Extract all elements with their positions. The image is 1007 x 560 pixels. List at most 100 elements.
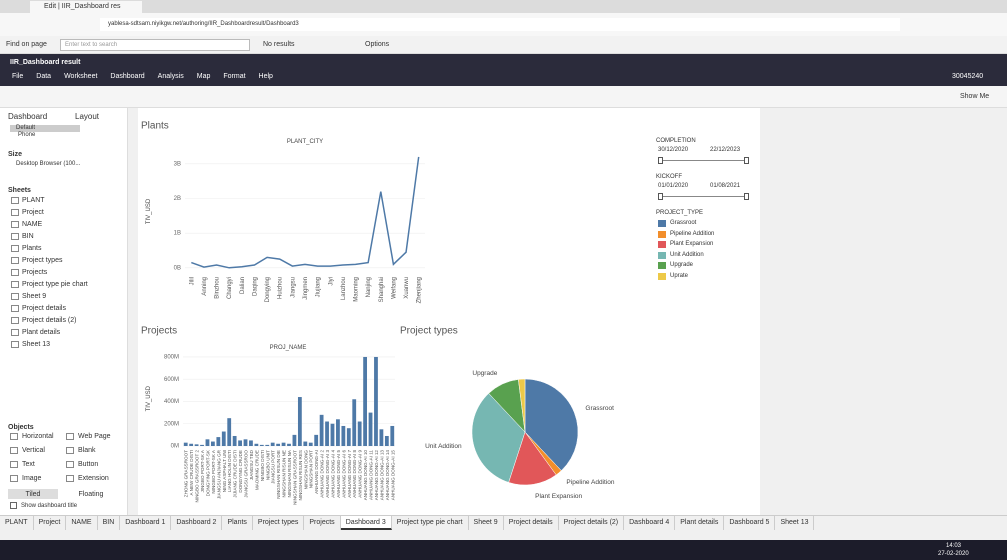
menu-item[interactable]: Data: [36, 73, 52, 80]
x-axis-title: PROJ_NAME: [270, 345, 307, 351]
sheet-tab[interactable]: Project details: [504, 516, 559, 530]
find-input[interactable]: Enter text to search: [60, 39, 250, 51]
object-item[interactable]: Text: [22, 461, 35, 468]
sheet-item[interactable]: Project types: [22, 257, 63, 264]
sheet-tab[interactable]: Dashboard 4: [624, 516, 676, 530]
slice-label: Grassroot: [585, 405, 614, 412]
sheet-item[interactable]: PLANT: [22, 197, 45, 204]
left-panel: Dashboard Layout Default Phone Size Desk…: [0, 108, 128, 515]
sheet-item[interactable]: Sheet 13: [22, 341, 51, 348]
checkbox[interactable]: [10, 502, 17, 509]
sheet-tab[interactable]: Dashboard 1: [120, 516, 172, 530]
y-tick-label: 800M: [164, 355, 179, 361]
url-field[interactable]: yablesa-sdtsam.niyikgw.net/authoring/IIR…: [100, 18, 900, 31]
chart-title: Plants: [141, 121, 169, 132]
find-status: No results: [263, 41, 295, 48]
sheet-item[interactable]: Project details (2): [22, 317, 77, 324]
sheet-item[interactable]: Project type pie chart: [22, 281, 88, 288]
menu-item[interactable]: Help: [258, 73, 273, 80]
sheet-item[interactable]: Plants: [22, 245, 42, 252]
sheet-item[interactable]: Sheet 9: [22, 293, 47, 300]
x-tick-label: ANHUANG DONG-AI: [314, 450, 319, 494]
bar: [249, 440, 253, 446]
object-icon: [10, 475, 18, 482]
object-item[interactable]: Web Page: [78, 433, 111, 440]
menu-item[interactable]: Map: [196, 73, 211, 80]
slider-handle[interactable]: [744, 193, 749, 200]
clock-date: 27-02-2020: [938, 551, 969, 557]
object-icon: [10, 433, 18, 440]
sheet-tab[interactable]: Project type pie chart: [392, 516, 469, 530]
sheet-item[interactable]: BIN: [22, 233, 34, 240]
show-me[interactable]: Show Me: [960, 93, 990, 100]
x-tick-label: Binzhou: [215, 277, 221, 299]
sheet-tab[interactable]: Project: [34, 516, 67, 530]
menu-item[interactable]: Dashboard: [110, 73, 145, 80]
floating-button[interactable]: Floating: [64, 489, 118, 499]
sheet-tab[interactable]: Plant details: [675, 516, 725, 530]
find-options[interactable]: Options: [365, 41, 390, 48]
slider-handle[interactable]: [744, 157, 749, 164]
x-tick-label: Weifang: [391, 277, 397, 299]
panel-tab[interactable]: Layout: [75, 112, 100, 121]
sheet-tab[interactable]: Dashboard 5: [724, 516, 776, 530]
tab-strip: Edit | IIR_Dashboard res: [0, 0, 1007, 13]
sheet-tab[interactable]: Plants: [222, 516, 253, 530]
sheet-tab[interactable]: Project details (2): [559, 516, 625, 530]
sheet-item[interactable]: NAME: [22, 221, 43, 228]
charts: Plants PLANT_CITY TIV_USD 0B 1B 2B 3B Jilil Anni…: [141, 121, 615, 505]
size-label: Size: [8, 151, 23, 158]
bar: [189, 443, 194, 446]
bar: [194, 444, 199, 446]
sheet-item[interactable]: Plant details: [22, 329, 61, 336]
bar: [325, 421, 329, 446]
sheet-item[interactable]: Project: [22, 209, 44, 216]
sheet-tab[interactable]: PLANT: [0, 516, 34, 530]
x-tick-label: Dalian: [240, 277, 246, 294]
panel-tab[interactable]: Dashboard: [8, 112, 48, 121]
menu-item[interactable]: Worksheet: [64, 73, 98, 80]
slider-handle[interactable]: [658, 193, 663, 200]
menu-item[interactable]: File: [12, 73, 24, 80]
device[interactable]: Default: [16, 125, 36, 131]
tiled-button[interactable]: Tiled: [8, 489, 58, 499]
sheet-tab[interactable]: NAME: [66, 516, 98, 530]
device[interactable]: Phone: [18, 132, 36, 138]
sheet-tab[interactable]: Dashboard 2: [171, 516, 223, 530]
bar: [346, 428, 351, 446]
bar: [254, 443, 259, 446]
sheet-icon: [11, 209, 19, 216]
object-item[interactable]: Button: [78, 461, 99, 468]
sheet-item[interactable]: Projects: [22, 269, 48, 276]
y-tick-label: 0B: [174, 265, 181, 271]
pie-slice: [524, 378, 579, 471]
sheet-tab[interactable]: Sheet 13: [775, 516, 815, 530]
bar: [243, 439, 248, 446]
sheet-tab[interactable]: BIN: [98, 516, 121, 530]
x-tick-label: DONGYING PORT-SK: [205, 449, 210, 496]
x-tick-label: JIJIANG CRUDE DISTI: [233, 450, 238, 498]
sheet-tab[interactable]: Dashboard 3: [340, 516, 392, 530]
menu-item[interactable]: Analysis: [157, 73, 184, 80]
sheet-tab[interactable]: Projects: [304, 516, 341, 530]
menu-item[interactable]: Format: [223, 73, 246, 80]
object-item[interactable]: Blank: [78, 447, 96, 454]
object-item[interactable]: Horizontal: [22, 433, 54, 440]
sheet-icon: [11, 257, 19, 264]
bar: [336, 419, 340, 446]
sheet-item[interactable]: Project details: [22, 305, 66, 312]
size-value[interactable]: Desktop Browser (100...: [16, 161, 81, 167]
clock-time: 14:03: [946, 543, 962, 549]
object-item[interactable]: Vertical: [22, 447, 45, 454]
sheet-tab[interactable]: Project types: [253, 516, 305, 530]
object-item[interactable]: Extension: [78, 475, 109, 482]
slider-handle[interactable]: [658, 157, 663, 164]
bar: [330, 423, 335, 446]
sheet-tab[interactable]: Sheet 9: [469, 516, 504, 530]
browser-tab[interactable]: Edit | IIR_Dashboard res: [30, 1, 142, 13]
bar: [297, 397, 302, 446]
object-item[interactable]: Image: [22, 475, 42, 482]
bar: [200, 444, 204, 446]
x-tick-label: Jingmen: [303, 277, 309, 300]
